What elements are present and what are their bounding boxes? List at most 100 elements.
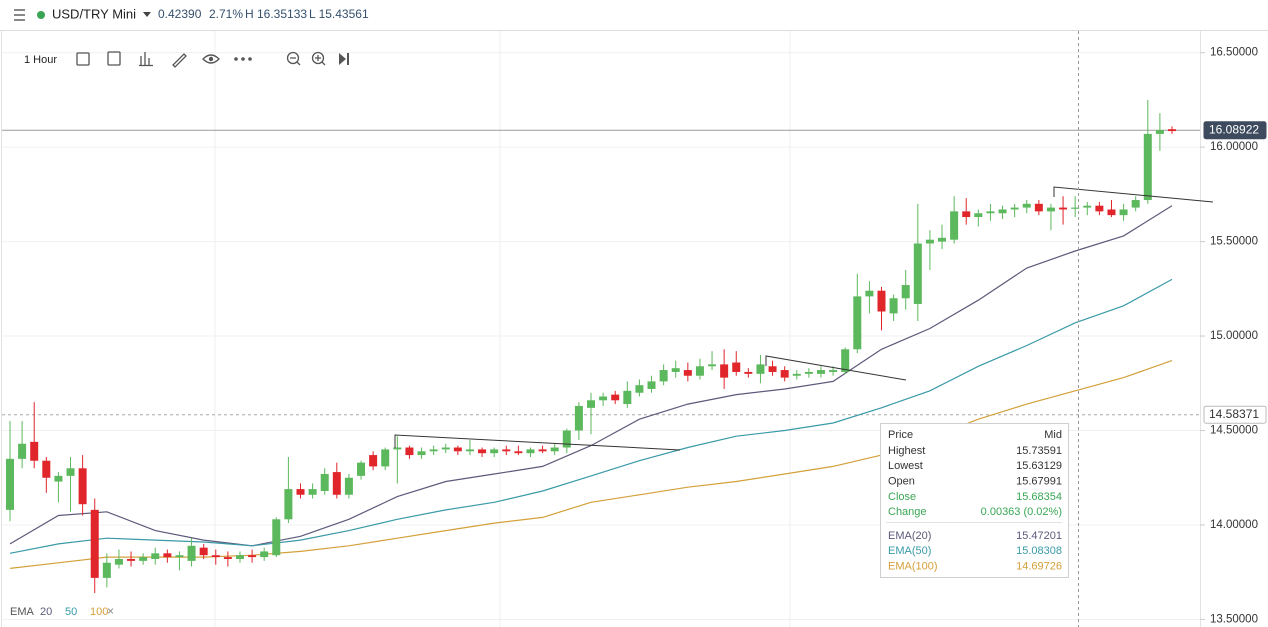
candle-body bbox=[865, 290, 874, 297]
candle-body bbox=[127, 558, 136, 561]
menu-icon[interactable] bbox=[14, 9, 25, 21]
legend-entry[interactable]: 100 bbox=[90, 606, 108, 618]
change: 0.42390 bbox=[158, 7, 202, 21]
candle-body bbox=[1143, 133, 1152, 201]
candle-body bbox=[393, 447, 402, 450]
tooltip-label: EMA(100) bbox=[888, 561, 938, 573]
candle-body bbox=[768, 366, 777, 372]
candle-body bbox=[780, 370, 789, 378]
tooltip-box bbox=[880, 423, 1069, 578]
candle-body bbox=[683, 370, 692, 376]
toolbar: 1 Hour bbox=[24, 51, 349, 68]
candle-body bbox=[223, 557, 232, 559]
candle-body bbox=[1010, 207, 1019, 210]
session-high: H 16.35133 bbox=[245, 7, 307, 21]
candle-body bbox=[962, 211, 971, 218]
candle-body bbox=[1046, 207, 1055, 212]
trend-lines[interactable] bbox=[394, 186, 1214, 451]
y-tick-label: 14.50000 bbox=[1210, 425, 1258, 437]
y-tick-label: 13.50000 bbox=[1210, 613, 1258, 625]
candle-body bbox=[381, 449, 390, 467]
candle-body bbox=[1071, 207, 1080, 209]
zoom-out-icon[interactable] bbox=[286, 51, 300, 65]
interval[interactable]: 1 Hour bbox=[24, 54, 57, 66]
y-tick-label: 14.00000 bbox=[1210, 519, 1258, 531]
candle-body bbox=[308, 489, 317, 495]
symbol[interactable]: USD/TRY Mini bbox=[52, 6, 136, 21]
zoom-in-icon[interactable] bbox=[311, 51, 325, 65]
candle-body bbox=[574, 405, 583, 431]
candle-body bbox=[938, 237, 947, 242]
candle-body bbox=[272, 519, 281, 556]
candle-body bbox=[550, 447, 559, 452]
candle-body bbox=[6, 458, 14, 510]
candle-body bbox=[453, 447, 462, 452]
more-icon[interactable] bbox=[234, 57, 238, 61]
change-pct: 2.71% bbox=[209, 7, 243, 21]
template-icon[interactable] bbox=[107, 51, 121, 66]
chart-type-icon[interactable] bbox=[139, 52, 153, 67]
tooltip-label: Open bbox=[888, 476, 915, 488]
candle-body bbox=[732, 362, 741, 372]
candle-body bbox=[66, 468, 75, 476]
candle-body bbox=[635, 385, 644, 393]
candle-body bbox=[332, 472, 341, 495]
candle-body bbox=[187, 545, 196, 561]
indicator-icon[interactable] bbox=[76, 52, 90, 66]
candle-body bbox=[30, 441, 39, 461]
grid-layer bbox=[2, 52, 1200, 620]
candle-body bbox=[1059, 207, 1068, 210]
candle-body bbox=[90, 509, 99, 578]
trend-line[interactable] bbox=[394, 434, 681, 451]
view-icon[interactable] bbox=[202, 54, 220, 64]
candle-body bbox=[502, 449, 511, 452]
y-tick-label: 16.50000 bbox=[1210, 47, 1258, 59]
candle-body bbox=[18, 443, 27, 459]
candle-body bbox=[139, 557, 148, 561]
scroll-end-icon[interactable] bbox=[339, 53, 349, 65]
tooltip-value: 15.47201 bbox=[1016, 530, 1062, 542]
tooltip-label: Change bbox=[888, 506, 927, 518]
candle-body bbox=[320, 473, 329, 491]
candle-body bbox=[986, 211, 995, 214]
candle-body bbox=[841, 349, 850, 372]
draw-icon[interactable] bbox=[172, 53, 187, 68]
candle-body bbox=[1095, 205, 1104, 212]
legend: EMA × 20 50 100 bbox=[10, 604, 114, 618]
candle-body bbox=[804, 371, 813, 374]
price-label-box bbox=[1203, 405, 1267, 424]
trend-line[interactable] bbox=[765, 355, 907, 381]
tooltip: Price Mid Highest 15.73591 Lowest 15.63129 Ope… bbox=[880, 423, 1069, 578]
candle-body bbox=[623, 390, 632, 405]
candle-body bbox=[114, 558, 123, 565]
candle-body bbox=[708, 364, 717, 367]
tooltip-value: 15.63129 bbox=[1016, 460, 1062, 472]
candle-body bbox=[514, 451, 523, 454]
session-low: L 15.43561 bbox=[309, 7, 369, 21]
tooltip-header: Mid bbox=[1044, 429, 1062, 441]
symbol-caret[interactable] bbox=[143, 12, 151, 17]
tooltip-label: EMA(20) bbox=[888, 530, 931, 542]
candle-body bbox=[829, 370, 838, 372]
candle-body bbox=[369, 455, 378, 467]
legend-entry[interactable]: 50 bbox=[65, 606, 77, 618]
legend-entry[interactable]: 20 bbox=[40, 606, 52, 618]
candle-body bbox=[889, 298, 898, 314]
candle-body bbox=[671, 368, 680, 372]
y-tick-label: 15.00000 bbox=[1210, 330, 1258, 342]
y-tick-label: 15.50000 bbox=[1210, 236, 1258, 248]
tooltip-label: Highest bbox=[888, 445, 925, 457]
trend-line[interactable] bbox=[1053, 186, 1214, 203]
candle-body bbox=[792, 373, 801, 376]
candle-body bbox=[1034, 203, 1043, 212]
candle-body bbox=[998, 209, 1007, 214]
legend-close[interactable]: × bbox=[107, 604, 114, 618]
candle-body bbox=[744, 371, 753, 374]
candle-body bbox=[284, 489, 293, 520]
candle-body bbox=[163, 553, 172, 558]
candle-body bbox=[647, 381, 656, 389]
candle-body bbox=[478, 449, 487, 454]
candle-body bbox=[441, 447, 450, 450]
price-label: 16.08922 bbox=[1209, 122, 1259, 136]
candle-body bbox=[950, 211, 959, 240]
